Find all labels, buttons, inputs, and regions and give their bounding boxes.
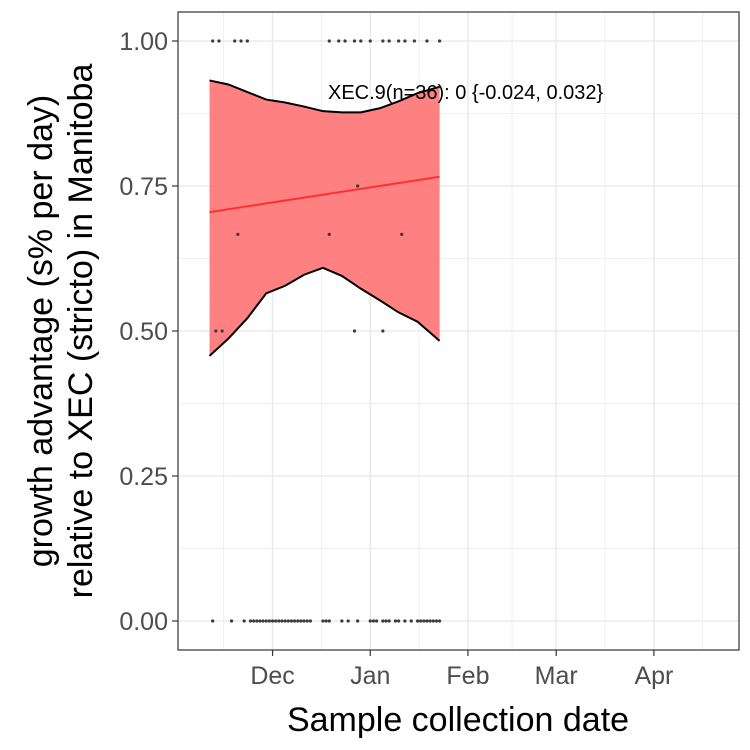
data-point <box>409 619 413 623</box>
data-point <box>245 39 249 43</box>
data-point <box>252 619 256 623</box>
y-axis-ticks: 0.00 0.25 0.50 0.75 1.00 <box>119 28 178 636</box>
data-point <box>403 39 407 43</box>
data-point <box>437 619 442 623</box>
fit-line-group <box>209 175 440 214</box>
data-point <box>324 619 328 623</box>
fit-annotation: XEC.9(n=36): 0 {-0.024, 0.032} <box>328 82 604 104</box>
data-point <box>327 619 331 623</box>
data-point <box>264 619 268 623</box>
data-point <box>233 39 237 43</box>
data-point <box>343 39 347 43</box>
data-point <box>211 39 215 43</box>
data-point <box>381 39 385 43</box>
data-point <box>374 619 379 623</box>
y-axis-title: growth advantage (s% per day) relative t… <box>22 64 100 599</box>
y-tick-label: 0.50 <box>119 318 168 346</box>
data-point <box>327 232 331 236</box>
x-tick-label: Mar <box>535 662 578 690</box>
data-point <box>270 619 275 623</box>
data-point <box>261 619 265 623</box>
data-point <box>267 619 271 623</box>
x-tick-label: Jan <box>350 662 390 690</box>
data-point <box>425 619 429 623</box>
data-point <box>255 619 259 623</box>
data-point <box>431 619 435 623</box>
data-point <box>274 619 278 623</box>
data-point <box>371 619 376 623</box>
data-point <box>381 329 385 333</box>
x-axis-ticks: Dec Jan Feb Mar Apr <box>250 650 673 690</box>
data-point <box>393 619 398 623</box>
data-point <box>428 619 432 623</box>
data-point <box>387 39 391 43</box>
data-point <box>419 619 423 623</box>
data-point <box>381 619 385 623</box>
ribbon-fill <box>209 80 440 356</box>
data-point <box>302 619 306 623</box>
data-point <box>248 619 253 623</box>
y-axis-title-line-1: growth advantage (s% per day) <box>22 95 60 567</box>
data-point <box>352 39 357 43</box>
data-point <box>397 39 401 43</box>
data-point <box>211 619 215 623</box>
data-point <box>277 619 281 623</box>
data-point <box>356 619 360 623</box>
data-point <box>217 39 221 43</box>
data-point <box>400 232 404 236</box>
data-point <box>352 329 357 333</box>
data-points <box>211 39 442 623</box>
x-tick-label: Feb <box>446 662 489 690</box>
y-tick-label: 0.00 <box>119 608 168 636</box>
data-point <box>340 619 344 623</box>
x-axis-title: Sample collection date <box>287 701 629 739</box>
data-point <box>308 619 312 623</box>
data-point <box>437 39 442 43</box>
data-point <box>305 619 309 623</box>
data-point <box>425 39 429 43</box>
data-point <box>239 39 243 43</box>
data-point <box>356 184 360 188</box>
data-point <box>280 619 284 623</box>
data-point <box>283 619 287 623</box>
data-point <box>242 619 246 623</box>
data-point <box>412 39 416 43</box>
data-point <box>293 619 297 623</box>
data-point <box>368 39 372 43</box>
data-point <box>286 619 290 623</box>
data-point <box>296 619 300 623</box>
data-point <box>299 619 303 623</box>
data-point <box>422 619 426 623</box>
ribbon-lower-bound <box>208 266 441 357</box>
data-point <box>368 619 372 623</box>
confidence-ribbon <box>208 79 441 357</box>
data-point <box>321 619 325 623</box>
y-tick-label: 0.75 <box>119 173 168 201</box>
data-point <box>434 619 439 623</box>
data-point <box>337 39 341 43</box>
data-point <box>359 39 363 43</box>
y-axis-title-line-2: relative to XEC (stricto) in Manitoba <box>62 64 100 599</box>
data-point <box>258 619 262 623</box>
data-point <box>387 619 391 623</box>
y-tick-label: 1.00 <box>119 28 168 56</box>
data-point <box>214 329 218 333</box>
data-point <box>397 619 401 623</box>
data-point <box>327 39 331 43</box>
data-point <box>229 619 234 623</box>
data-point <box>236 232 240 236</box>
x-tick-label: Apr <box>634 662 673 690</box>
x-tick-label: Dec <box>250 662 294 690</box>
data-point <box>384 619 388 623</box>
fit-line <box>209 175 440 214</box>
ribbon-upper-bound <box>209 79 440 114</box>
data-point <box>289 619 294 623</box>
y-tick-label: 0.25 <box>119 463 168 491</box>
data-point <box>415 619 420 623</box>
data-point <box>220 329 224 333</box>
data-point <box>403 619 407 623</box>
data-point <box>346 619 350 623</box>
